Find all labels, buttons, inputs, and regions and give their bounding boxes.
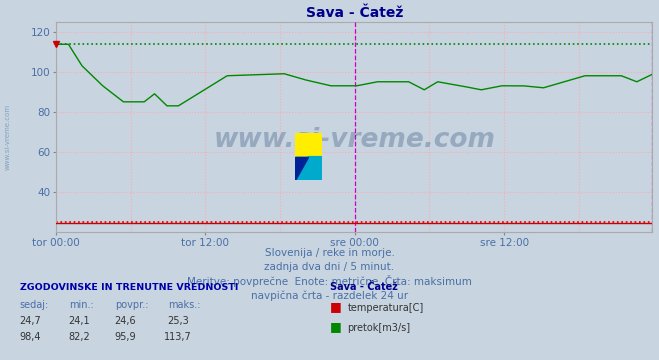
Text: 82,2: 82,2: [68, 332, 90, 342]
Text: zadnja dva dni / 5 minut.: zadnja dva dni / 5 minut.: [264, 262, 395, 272]
Text: ■: ■: [330, 300, 341, 313]
Text: www.si-vreme.com: www.si-vreme.com: [214, 126, 495, 153]
Text: 24,1: 24,1: [69, 316, 90, 326]
Polygon shape: [295, 133, 322, 157]
Text: Sava - Čatež: Sava - Čatež: [330, 282, 397, 292]
Polygon shape: [295, 157, 308, 180]
Text: ZGODOVINSKE IN TRENUTNE VREDNOSTI: ZGODOVINSKE IN TRENUTNE VREDNOSTI: [20, 283, 238, 292]
Text: ■: ■: [330, 320, 341, 333]
Text: Slovenija / reke in morje.: Slovenija / reke in morje.: [264, 248, 395, 258]
Text: 95,9: 95,9: [115, 332, 136, 342]
Text: 98,4: 98,4: [19, 332, 40, 342]
Polygon shape: [295, 157, 308, 180]
Text: min.:: min.:: [69, 300, 94, 310]
Polygon shape: [295, 157, 322, 180]
Polygon shape: [295, 157, 322, 180]
Text: temperatura[C]: temperatura[C]: [347, 303, 424, 313]
Text: maks.:: maks.:: [168, 300, 200, 310]
Text: 113,7: 113,7: [164, 332, 192, 342]
Text: povpr.:: povpr.:: [115, 300, 149, 310]
Text: pretok[m3/s]: pretok[m3/s]: [347, 323, 411, 333]
Title: Sava - Čatež: Sava - Čatež: [306, 6, 403, 21]
Text: 24,7: 24,7: [18, 316, 41, 326]
Text: 24,6: 24,6: [115, 316, 136, 326]
Text: www.si-vreme.com: www.si-vreme.com: [5, 104, 11, 170]
Text: sedaj:: sedaj:: [20, 300, 49, 310]
Text: navpična črta - razdelek 24 ur: navpična črta - razdelek 24 ur: [251, 291, 408, 301]
Text: 25,3: 25,3: [167, 316, 189, 326]
Text: Meritve: povprečne  Enote: metrične  Črta: maksimum: Meritve: povprečne Enote: metrične Črta:…: [187, 275, 472, 287]
